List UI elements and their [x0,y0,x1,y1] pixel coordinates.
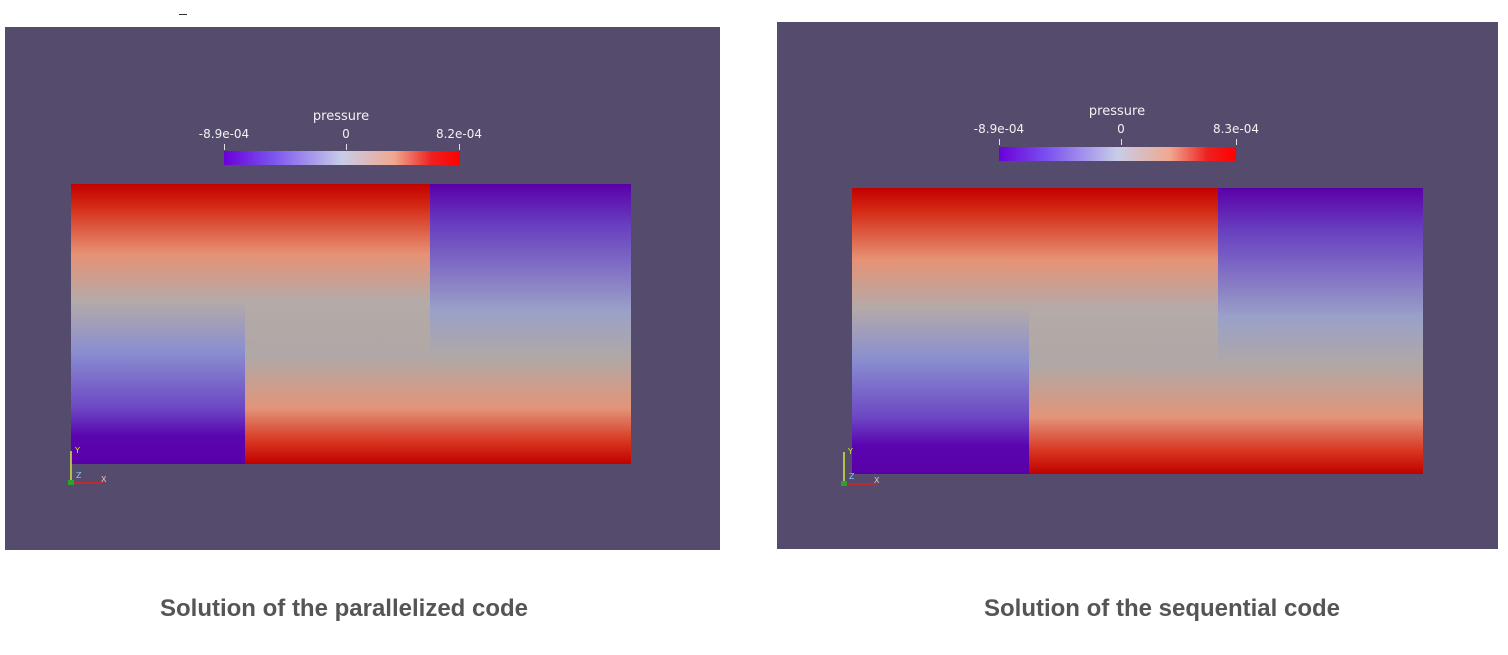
colorbar-mid-label: 0 [1117,122,1125,136]
colorbar-min-label: -8.9e-04 [198,127,250,141]
colorbar [999,147,1236,161]
colorbar-title: pressure [312,109,370,124]
colorbar-tick [1236,139,1237,145]
x-axis-label: X [874,476,880,485]
sequential-render-viewport[interactable]: pressure -8.9e-04 0 8.3e-04 [777,22,1498,549]
z-axis-label: Z [76,471,82,480]
colorbar-max-label: 8.2e-04 [435,127,483,141]
orientation-axes: Y Z X [65,445,107,485]
y-axis-label: Y [75,446,80,455]
y-axis-label: Y [848,447,853,456]
orientation-axes: Y Z X [838,446,880,486]
colorbar-title: pressure [1088,104,1146,119]
parallel-render-viewport[interactable]: pressure -8.9e-04 0 8.2e-04 [5,27,720,550]
colorbar-tick [346,144,347,150]
pressure-field [71,184,631,464]
colorbar-tick [224,144,225,150]
pressure-field [852,188,1423,474]
x-axis-label: X [101,475,107,484]
colorbar [224,151,460,165]
colorbar-mid-label: 0 [342,127,350,141]
colorbar-tick [459,144,460,150]
z-axis-label: Z [849,472,855,481]
parallel-caption: Solution of the parallelized code [159,595,529,622]
colorbar-tick [999,139,1000,145]
colorbar-max-label: 8.3e-04 [1212,122,1260,136]
colorbar-tick [1121,139,1122,145]
sequential-caption: Solution of the sequential code [983,595,1341,622]
top-mark [179,14,187,15]
colorbar-min-label: -8.9e-04 [973,122,1025,136]
